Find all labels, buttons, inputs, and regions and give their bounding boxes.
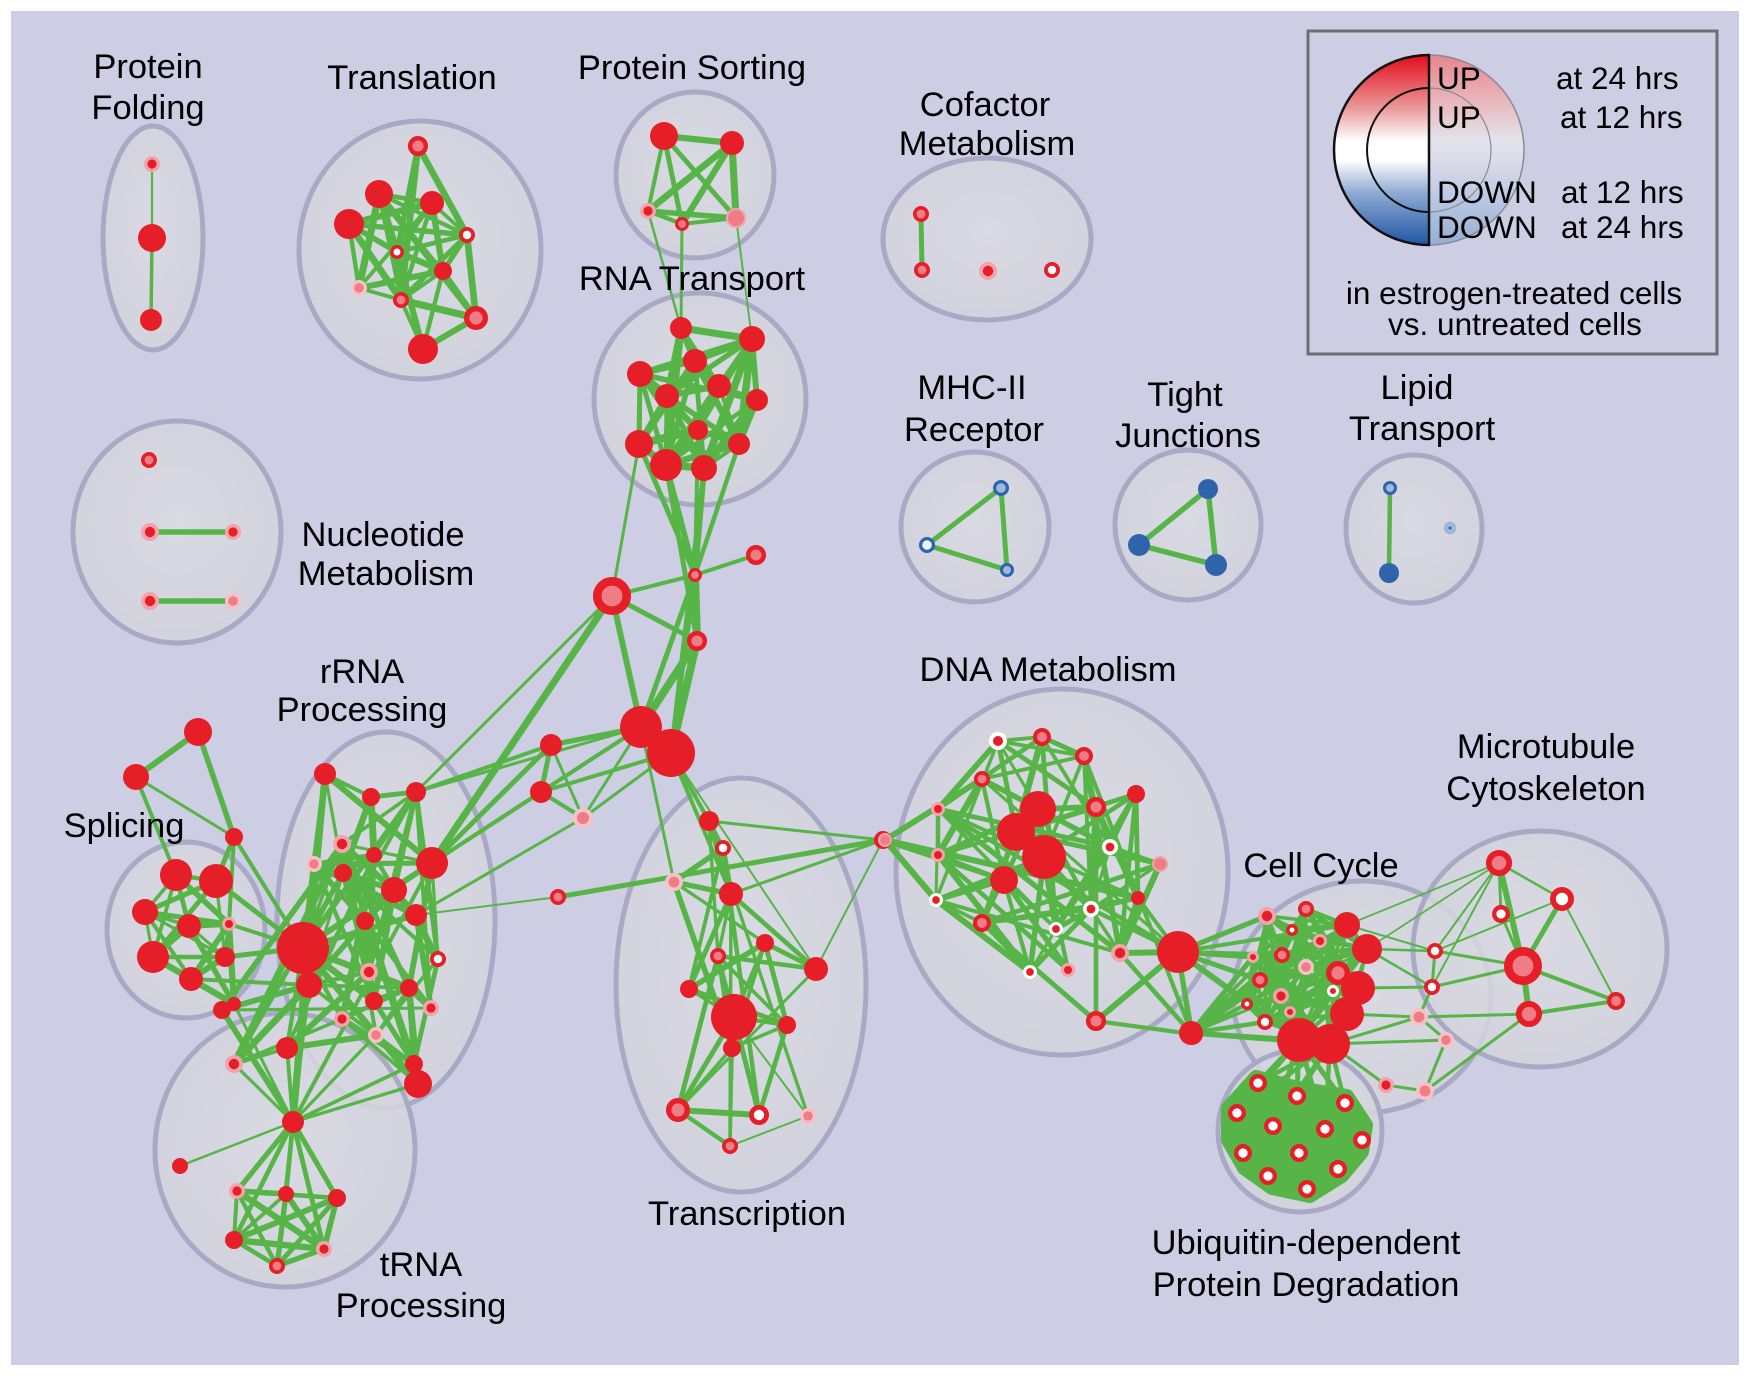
svg-text:rRNA: rRNA xyxy=(320,653,404,691)
svg-text:Lipid: Lipid xyxy=(1381,369,1454,407)
svg-text:Splicing: Splicing xyxy=(64,807,185,845)
svg-text:Nucleotide: Nucleotide xyxy=(301,516,464,554)
svg-text:Processing: Processing xyxy=(336,1287,507,1325)
svg-text:DNA Metabolism: DNA Metabolism xyxy=(920,651,1177,689)
svg-text:Transport: Transport xyxy=(1349,410,1496,448)
svg-text:Processing: Processing xyxy=(277,691,448,729)
svg-text:DOWN: DOWN xyxy=(1437,209,1537,245)
svg-text:vs. untreated cells: vs. untreated cells xyxy=(1388,306,1642,342)
svg-text:at 12 hrs: at 12 hrs xyxy=(1561,174,1684,210)
svg-text:at 24 hrs: at 24 hrs xyxy=(1556,60,1679,96)
svg-text:Tight: Tight xyxy=(1147,376,1223,414)
svg-text:Cytoskeleton: Cytoskeleton xyxy=(1446,770,1645,808)
svg-text:Metabolism: Metabolism xyxy=(899,125,1075,163)
svg-text:Folding: Folding xyxy=(91,89,204,127)
svg-text:in estrogen-treated cells: in estrogen-treated cells xyxy=(1346,275,1682,311)
svg-text:UP: UP xyxy=(1437,99,1481,135)
svg-text:Transcription: Transcription xyxy=(648,1195,846,1233)
svg-text:at 12 hrs: at 12 hrs xyxy=(1560,99,1683,135)
svg-text:Metabolism: Metabolism xyxy=(298,555,474,593)
svg-text:Protein Sorting: Protein Sorting xyxy=(578,49,806,87)
svg-text:Cell Cycle: Cell Cycle xyxy=(1243,847,1398,885)
svg-text:UP: UP xyxy=(1437,60,1481,96)
svg-text:RNA Transport: RNA Transport xyxy=(579,260,806,298)
svg-text:tRNA: tRNA xyxy=(380,1246,462,1284)
svg-text:Junctions: Junctions xyxy=(1115,417,1261,455)
svg-text:Receptor: Receptor xyxy=(904,411,1044,449)
svg-text:Translation: Translation xyxy=(327,59,496,97)
svg-text:MHC-II: MHC-II xyxy=(917,369,1026,407)
svg-text:DOWN: DOWN xyxy=(1437,174,1537,210)
svg-text:Microtubule: Microtubule xyxy=(1457,728,1635,766)
svg-text:Protein Degradation: Protein Degradation xyxy=(1153,1266,1460,1304)
svg-text:Ubiquitin-dependent: Ubiquitin-dependent xyxy=(1152,1224,1461,1262)
svg-text:Cofactor: Cofactor xyxy=(920,86,1050,124)
svg-text:at 24 hrs: at 24 hrs xyxy=(1561,209,1684,245)
svg-text:Protein: Protein xyxy=(93,48,202,86)
